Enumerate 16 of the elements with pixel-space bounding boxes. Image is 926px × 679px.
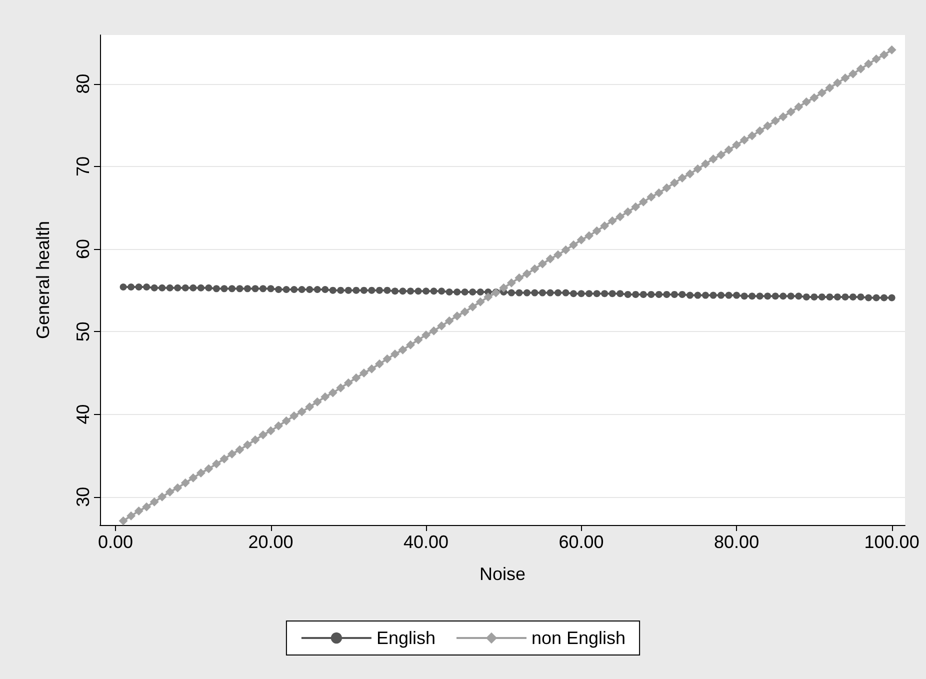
x-tick-label: 0.00	[98, 532, 134, 552]
legend-label: non English	[531, 628, 626, 648]
y-tick-label: 30	[73, 486, 93, 507]
x-tick-label: 20.00	[248, 532, 294, 552]
x-tick-label: 80.00	[714, 532, 760, 552]
y-tick-label: 80	[73, 74, 93, 94]
x-tick-label: 60.00	[558, 532, 604, 552]
x-tick-label: 100.00	[864, 532, 920, 552]
y-tick-label: 70	[73, 156, 93, 176]
x-axis-title: Noise	[479, 564, 526, 584]
legend-label: English	[376, 628, 436, 648]
x-tick-label: 40.00	[404, 532, 449, 552]
y-tick-label: 50	[73, 322, 93, 342]
y-axis-title: General health	[33, 220, 53, 340]
y-tick-label: 40	[73, 404, 93, 424]
y-tick-label: 60	[73, 239, 93, 260]
